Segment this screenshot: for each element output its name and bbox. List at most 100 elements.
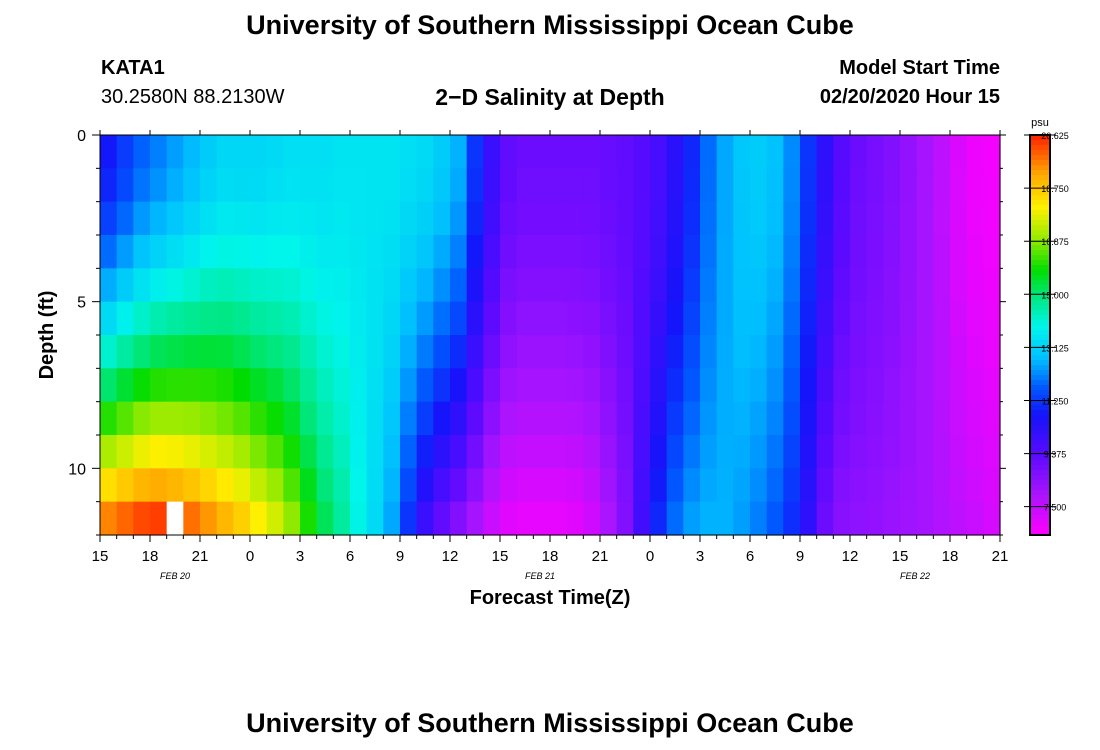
heatmap-cell xyxy=(266,301,284,336)
heatmap-cell xyxy=(350,401,368,436)
heatmap-cell xyxy=(466,235,484,269)
heatmap-cell xyxy=(400,301,418,336)
heatmap-cell xyxy=(266,468,284,503)
heatmap-cell xyxy=(850,501,868,536)
heatmap-cell xyxy=(833,201,851,236)
heatmap-cell xyxy=(433,268,451,303)
heatmap-cell xyxy=(800,168,818,203)
heatmap-cell xyxy=(566,401,584,436)
heatmap-cell xyxy=(433,501,451,536)
heatmap-cell xyxy=(766,335,784,369)
heatmap-cell xyxy=(600,235,618,269)
heatmap-cell xyxy=(100,435,118,469)
date-label: FEB 20 xyxy=(160,571,190,581)
heatmap-cell xyxy=(200,468,218,503)
colorbar-segment xyxy=(1030,385,1050,391)
heatmap-cell xyxy=(350,468,368,503)
heatmap-cell xyxy=(750,435,768,469)
heatmap-cell xyxy=(266,335,284,369)
heatmap-cell xyxy=(183,235,201,269)
heatmap-cell xyxy=(850,168,868,203)
heatmap-cell xyxy=(583,268,601,303)
heatmap-cell xyxy=(483,435,501,469)
heatmap-cell xyxy=(300,368,318,403)
heatmap-cell xyxy=(900,401,918,436)
heatmap-cell xyxy=(916,401,934,436)
heatmap-cell xyxy=(233,335,251,369)
heatmap-cell xyxy=(400,501,418,536)
colorbar-segment xyxy=(1030,500,1050,506)
heatmap-cell xyxy=(416,168,434,203)
heatmap-cell xyxy=(900,435,918,469)
heatmap-cell xyxy=(133,368,151,403)
heatmap-cell xyxy=(966,135,984,169)
heatmap-cell xyxy=(450,135,468,169)
colorbar-segment xyxy=(1030,155,1050,161)
heatmap-cell xyxy=(383,201,401,236)
heatmap-cell xyxy=(533,368,551,403)
heatmap-cell xyxy=(666,168,684,203)
heatmap-cell xyxy=(633,135,651,169)
heatmap-cell xyxy=(350,168,368,203)
heatmap-cell xyxy=(616,268,634,303)
heatmap-cell xyxy=(516,335,534,369)
heatmap-cell xyxy=(683,368,701,403)
heatmap-cell xyxy=(833,168,851,203)
heatmap-cell xyxy=(116,468,134,503)
colorbar-segment xyxy=(1030,435,1050,441)
x-axis-label: Forecast Time(Z) xyxy=(470,587,631,609)
heatmap-cell xyxy=(100,168,118,203)
heatmap-cell xyxy=(700,201,718,236)
heatmap-cell xyxy=(450,501,468,536)
colorbar-label: 13.125 xyxy=(1041,343,1069,353)
heatmap-cell xyxy=(616,168,634,203)
heatmap-cell xyxy=(466,135,484,169)
heatmap-cell xyxy=(400,235,418,269)
heatmap-cell xyxy=(966,268,984,303)
heatmap-cell xyxy=(450,368,468,403)
heatmap-cell xyxy=(783,335,801,369)
heatmap-cell xyxy=(833,468,851,503)
colorbar-segment xyxy=(1030,180,1050,186)
heatmap-cell xyxy=(366,435,384,469)
heatmap-cell xyxy=(766,135,784,169)
heatmap-cell xyxy=(600,501,618,536)
heatmap-cell xyxy=(400,401,418,436)
heatmap-cell xyxy=(950,201,968,236)
heatmap-cell xyxy=(216,501,234,536)
heatmap-cell xyxy=(716,135,734,169)
heatmap-cell xyxy=(766,435,784,469)
heatmap-cell xyxy=(766,468,784,503)
heatmap-cell xyxy=(200,201,218,236)
heatmap-cell xyxy=(250,268,268,303)
heatmap-cell xyxy=(600,301,618,336)
heatmap-cell xyxy=(316,335,334,369)
colorbar-segment xyxy=(1030,295,1050,301)
heatmap-cell xyxy=(883,468,901,503)
heatmap-cell xyxy=(933,401,951,436)
plot-title: 2−D Salinity at Depth xyxy=(435,84,665,110)
heatmap-cell xyxy=(166,501,184,536)
y-tick-label: 0 xyxy=(77,128,86,145)
heatmap-cell xyxy=(383,168,401,203)
heatmap-cell xyxy=(783,435,801,469)
heatmap-cell xyxy=(533,168,551,203)
heatmap-cell xyxy=(950,401,968,436)
heatmap-cell xyxy=(100,335,118,369)
heatmap-cell xyxy=(350,501,368,536)
colorbar-segment xyxy=(1030,205,1050,211)
heatmap-cell xyxy=(616,468,634,503)
heatmap-cell xyxy=(550,401,568,436)
heatmap-cell xyxy=(900,135,918,169)
heatmap-cell xyxy=(233,168,251,203)
colorbar-segment xyxy=(1030,450,1050,456)
heatmap-cell xyxy=(633,501,651,536)
heatmap-cell xyxy=(816,468,834,503)
heatmap-cell xyxy=(200,435,218,469)
heatmap-cell xyxy=(300,268,318,303)
heatmap-cell xyxy=(100,468,118,503)
colorbar-segment xyxy=(1030,355,1050,361)
heatmap-cell xyxy=(750,235,768,269)
heatmap-cell xyxy=(916,468,934,503)
heatmap-cell xyxy=(866,268,884,303)
